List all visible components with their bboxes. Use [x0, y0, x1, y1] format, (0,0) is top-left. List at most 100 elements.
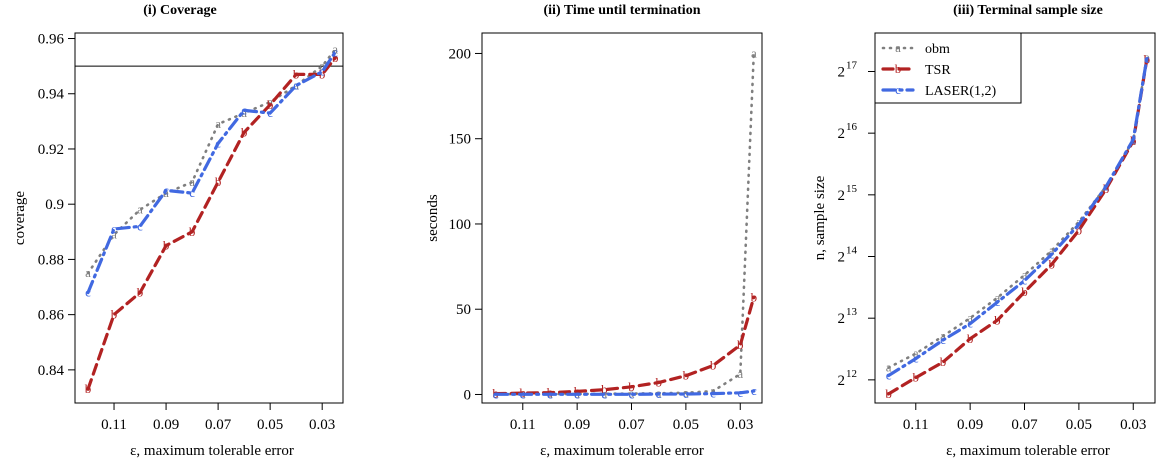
- y-tick-exponent: 13: [846, 306, 858, 318]
- y-tick-label: 2: [838, 373, 846, 389]
- y-axis-label: coverage: [12, 191, 28, 245]
- data-point: b: [710, 357, 717, 372]
- series-line-laser-1-2: [86, 50, 337, 295]
- chart-title: (i) Coverage: [143, 3, 216, 18]
- data-point: a: [189, 174, 195, 189]
- data-point: c: [319, 64, 325, 79]
- data-point: a: [267, 94, 273, 109]
- x-tick-label: 0.03: [309, 417, 335, 433]
- data-point: a: [737, 366, 743, 381]
- data-point: a: [683, 385, 689, 400]
- x-tick-label: 0.11: [101, 417, 127, 433]
- y-axis-label: seconds: [425, 194, 441, 242]
- data-point: a: [994, 290, 1000, 305]
- y-tick-exponent: 12: [846, 368, 857, 380]
- data-point: b: [574, 383, 581, 398]
- series-line-obm: [887, 56, 1149, 369]
- x-tick-label: 0.07: [618, 417, 645, 433]
- data-point: c: [940, 332, 946, 347]
- data-point: c: [85, 285, 91, 300]
- y-tick-label: 200: [449, 46, 472, 62]
- data-point: c: [111, 221, 117, 236]
- x-tick-label: 0.09: [153, 417, 179, 433]
- y-tick-exponent: 16: [846, 121, 858, 133]
- data-point: b: [293, 66, 300, 81]
- data-point: c: [1076, 216, 1082, 231]
- y-axis-label: n, sample size: [812, 175, 828, 260]
- y-tick-label: 50: [456, 302, 471, 318]
- data-point: a: [940, 328, 946, 343]
- x-tick-label: 0.09: [564, 417, 590, 433]
- data-point: c: [656, 386, 662, 401]
- data-point: a: [1049, 243, 1055, 258]
- data-point: c: [710, 386, 716, 401]
- time-panel: (ii) Time until termination ε, maximum t…: [425, 3, 763, 459]
- data-point: c: [1049, 246, 1055, 261]
- data-point: c: [1144, 51, 1150, 66]
- y-tick-label: 0.88: [38, 252, 64, 268]
- y-tick-label: 0: [464, 387, 472, 403]
- data-point: b: [137, 285, 144, 300]
- data-point: a: [85, 265, 91, 280]
- y-tick-label: 2: [838, 64, 846, 80]
- data-point: b: [751, 289, 758, 304]
- series-line-obm: [494, 52, 756, 396]
- y-tick-exponent: 15: [846, 183, 858, 195]
- y-tick-exponent: 17: [846, 59, 858, 71]
- data-point: b: [885, 386, 892, 401]
- x-tick-label: 0.05: [1066, 417, 1092, 433]
- data-point: c: [683, 386, 689, 401]
- data-point: a: [1144, 50, 1150, 65]
- data-point: b: [111, 307, 118, 322]
- data-point: a: [913, 346, 919, 361]
- x-tick-label: 0.11: [903, 417, 929, 433]
- x-tick-label: 0.05: [257, 417, 283, 433]
- data-point: c: [751, 383, 757, 398]
- data-point: b: [601, 382, 608, 397]
- data-point: b: [737, 337, 744, 352]
- data-point: c: [1022, 273, 1028, 288]
- data-point: c: [137, 218, 143, 233]
- data-point: b: [683, 368, 690, 383]
- plot-area: [481, 32, 763, 404]
- x-axis-label: ε, maximum tolerable error: [946, 443, 1110, 459]
- data-point: c: [520, 386, 526, 401]
- data-point: a: [111, 227, 117, 242]
- y-tick-exponent: 14: [846, 245, 858, 257]
- sample-size-panel: (iii) Terminal sample size ε, maximum to…: [812, 3, 1156, 459]
- x-axis-label: ε, maximum tolerable error: [540, 443, 704, 459]
- x-tick-label: 0.07: [205, 417, 232, 433]
- y-tick-label: 2: [838, 250, 846, 266]
- data-point: b: [1021, 284, 1028, 299]
- y-tick-label: 150: [449, 132, 472, 148]
- data-point: b: [163, 238, 170, 253]
- data-point: c: [737, 385, 743, 400]
- y-tick-label: 0.9: [45, 197, 64, 213]
- legend-label: TSR: [925, 63, 951, 78]
- series-line-tsr: [494, 295, 756, 396]
- series-line-tsr: [86, 56, 337, 391]
- y-tick-label: 2: [838, 126, 846, 142]
- data-point: b: [520, 385, 527, 400]
- data-point: c: [332, 44, 338, 59]
- data-point: b: [267, 97, 274, 112]
- data-point: c: [293, 77, 299, 92]
- x-tick-label: 0.05: [673, 417, 699, 433]
- data-point: b: [913, 370, 920, 385]
- series-line-obm: [86, 48, 337, 275]
- data-point: c: [1130, 132, 1136, 147]
- data-point: c: [913, 351, 919, 366]
- data-point: a: [241, 105, 247, 120]
- data-point: a: [1076, 214, 1082, 229]
- data-point: b: [1048, 256, 1055, 271]
- legend-label: obm: [925, 42, 950, 57]
- data-point: a: [319, 58, 325, 73]
- y-tick-label: 100: [449, 217, 472, 233]
- y-tick-label: 0.94: [38, 87, 65, 103]
- x-axis-label: ε, maximum tolerable error: [130, 443, 294, 459]
- x-tick-label: 0.07: [1011, 417, 1038, 433]
- x-tick-label: 0.03: [1120, 417, 1146, 433]
- data-point: c: [886, 368, 892, 383]
- y-tick-label: 0.96: [38, 32, 65, 48]
- data-point: c: [215, 135, 221, 150]
